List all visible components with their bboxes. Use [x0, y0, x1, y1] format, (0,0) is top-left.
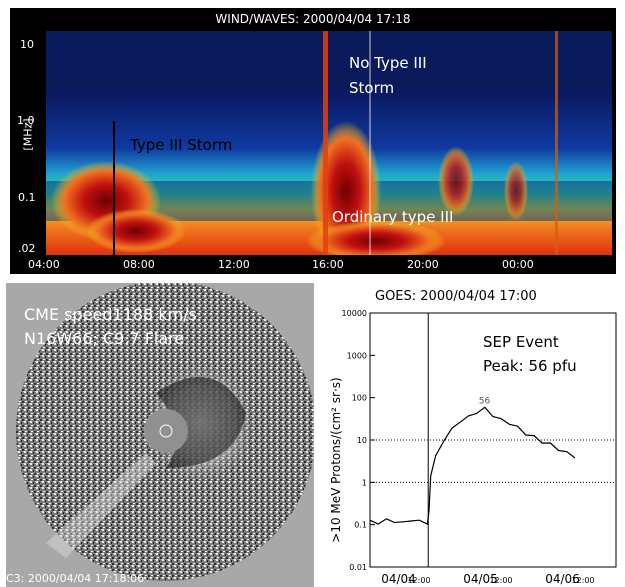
- sep-peak-label: Peak: 56 pfu: [483, 357, 577, 375]
- chart-title: GOES: 2000/04/04 17:00: [375, 289, 537, 304]
- annotation-no-type3-line2: Storm: [349, 79, 395, 97]
- goes-proton-chart: GOES: 2000/04/04 17:00 >10 MeV Protons/(…: [320, 283, 623, 587]
- x-tick-label: 12:00: [407, 576, 430, 585]
- y-tick-label: 1000: [347, 351, 367, 360]
- spec-xtick-1600: 16:00: [312, 258, 344, 271]
- y-tick-label: 10000: [342, 309, 367, 318]
- spec-xtick-1200: 12:00: [218, 258, 250, 271]
- spec-xtick-0400: 04:00: [28, 258, 60, 271]
- y-tick-label: 1: [362, 478, 367, 487]
- annotation-ordinary-type3: Ordinary type III: [332, 208, 454, 226]
- x-tick-label: 04/06: [545, 572, 580, 586]
- spec-ytick-10: 10: [20, 38, 34, 51]
- cme-flare-label: N16W66; C9.7 Flare: [24, 329, 185, 348]
- y-tick-label: 10: [357, 436, 367, 445]
- proton-flux-series: [369, 406, 576, 525]
- spec-ytick-1: 1.0: [17, 114, 35, 127]
- spectrogram-plot-area: [46, 31, 612, 255]
- coronagraph-caption: C3: 2000/04/04 17:18:06: [6, 572, 145, 585]
- peak-label: 56: [479, 396, 491, 406]
- spec-xtick-2000: 20:00: [407, 258, 439, 271]
- sep-event-label: SEP Event: [483, 333, 559, 351]
- x-tick-label: 12:00: [489, 576, 512, 585]
- spectrogram-image: [46, 31, 612, 255]
- spec-ytick-01: 0.1: [18, 191, 36, 204]
- coronagraph-image: [16, 283, 314, 581]
- spec-xtick-0800: 08:00: [123, 258, 155, 271]
- spec-xtick-0000: 00:00: [502, 258, 534, 271]
- x-tick-label: 12:00: [571, 576, 594, 585]
- y-tick-label: 0.01: [349, 563, 367, 572]
- y-tick-label: 0.1: [354, 521, 367, 530]
- cme-speed-label: CME speed1188 km/s: [24, 305, 197, 324]
- annotation-type3-storm: Type III Storm: [130, 136, 233, 154]
- spectrogram-title: WIND/WAVES: 2000/04/04 17:18: [215, 12, 411, 26]
- x-tick-label: 04/04: [381, 572, 416, 586]
- x-tick-label: 04/05: [463, 572, 498, 586]
- lasco-c3-image: CME speed1188 km/s N16W66; C9.7 Flare C3…: [6, 283, 314, 587]
- wind-waves-spectrogram: WIND/WAVES: 2000/04/04 17:18 [MHz] 10 1.…: [10, 8, 616, 274]
- y-tick-label: 100: [352, 394, 367, 403]
- annotation-no-type3-line1: No Type III: [349, 54, 427, 72]
- spec-ytick-002: .02: [18, 242, 36, 255]
